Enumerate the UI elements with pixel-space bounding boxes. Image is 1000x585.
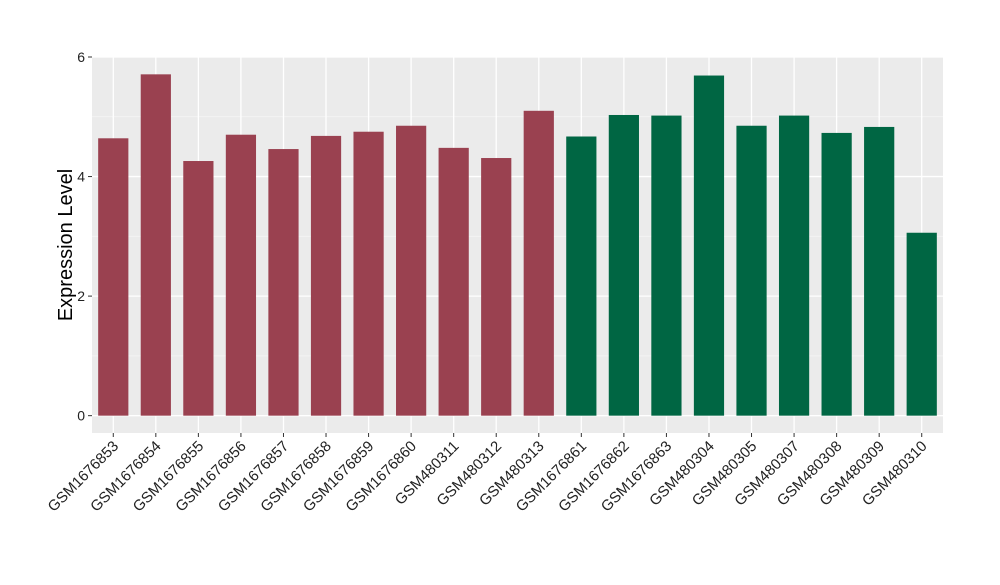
y-tick-label: 6 [77, 49, 85, 65]
bar-GSM480311 [438, 147, 469, 416]
bar-GSM1676861 [566, 136, 597, 416]
bar-GSM1676857 [268, 149, 299, 416]
bar-GSM480308 [821, 132, 852, 416]
bar-GSM1676858 [310, 135, 342, 416]
bar-GSM1676862 [608, 114, 639, 416]
bar-GSM480313 [523, 110, 554, 416]
bar-GSM1676859 [353, 131, 384, 416]
bar-GSM1676856 [225, 134, 257, 416]
bar-GSM1676855 [183, 161, 214, 416]
y-axis-label: Expression Level [55, 169, 77, 321]
bar-GSM1676853 [98, 138, 129, 416]
bar-GSM480310 [906, 232, 937, 416]
bar-GSM1676860 [396, 125, 427, 416]
bar-GSM480304 [693, 75, 725, 416]
plot-panel [92, 57, 943, 433]
bar-GSM480312 [481, 158, 512, 416]
y-tick-label: 2 [77, 288, 85, 304]
y-tick-label: 4 [77, 169, 85, 185]
y-tick-label: 0 [77, 408, 85, 424]
bar-GSM480305 [736, 125, 767, 416]
bar-GSM1676863 [651, 115, 682, 416]
bar-GSM480307 [778, 115, 810, 416]
bar-GSM1676854 [140, 74, 171, 416]
bar-GSM480309 [864, 126, 895, 416]
